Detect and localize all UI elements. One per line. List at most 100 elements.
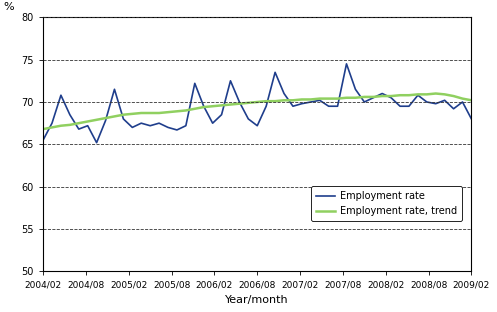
Employment rate, trend [84,119,90,123]
Employment rate, trend [210,104,216,108]
Employment rate [272,71,278,74]
Employment rate, trend [317,97,323,100]
Line: Employment rate: Employment rate [43,64,472,143]
Employment rate [308,100,314,104]
Employment rate [165,125,171,129]
Employment rate, trend [406,93,412,97]
Employment rate [370,96,376,100]
Employment rate [451,107,457,111]
Employment rate [201,104,207,108]
Employment rate [183,124,189,128]
Employment rate, trend [201,105,207,109]
Employment rate [147,124,153,128]
Employment rate, trend [246,101,251,105]
Employment rate, trend [379,94,385,98]
Employment rate [299,102,305,105]
Employment rate, trend [263,99,269,103]
Employment rate, trend [326,97,331,100]
Employment rate [388,96,394,100]
Employment rate [93,141,99,144]
Employment rate [379,92,385,95]
Employment rate [174,128,180,132]
Employment rate, trend [183,109,189,112]
Employment rate, trend [388,94,394,98]
Employment rate [84,124,90,128]
Employment rate, trend [415,92,421,96]
Employment rate [281,92,287,95]
Employment rate, trend [111,115,117,118]
Employment rate [210,121,216,125]
Employment rate, trend [254,100,260,104]
Employment rate, trend [120,113,126,117]
Employment rate [138,121,144,125]
Employment rate [397,104,403,108]
Employment rate, trend [334,97,340,100]
Employment rate, trend [165,110,171,114]
Employment rate, trend [370,95,376,99]
Employment rate, trend [40,127,46,131]
Y-axis label: %: % [3,2,14,12]
Employment rate, trend [102,116,108,120]
Employment rate [263,104,269,108]
Employment rate [67,113,73,117]
Employment rate [343,62,349,66]
Employment rate, trend [129,112,135,116]
Employment rate [290,104,296,108]
Employment rate, trend [156,111,162,115]
Employment rate [442,98,448,102]
Employment rate [228,79,234,83]
Employment rate [129,125,135,129]
Employment rate, trend [58,124,64,128]
Employment rate [76,127,82,131]
X-axis label: Year/month: Year/month [226,295,289,305]
Employment rate [246,117,251,121]
Legend: Employment rate, Employment rate, trend: Employment rate, Employment rate, trend [311,186,462,221]
Employment rate, trend [433,92,439,95]
Employment rate, trend [352,96,358,100]
Employment rate, trend [469,98,475,102]
Employment rate [219,113,225,117]
Employment rate [415,93,421,97]
Employment rate, trend [290,98,296,102]
Employment rate, trend [299,98,305,101]
Line: Employment rate, trend: Employment rate, trend [43,94,472,129]
Employment rate [40,138,46,142]
Employment rate [406,104,412,108]
Employment rate, trend [138,111,144,115]
Employment rate [111,87,117,91]
Employment rate, trend [192,107,198,111]
Employment rate, trend [460,97,466,100]
Employment rate, trend [49,125,55,129]
Employment rate, trend [397,93,403,97]
Employment rate, trend [219,104,225,107]
Employment rate [237,100,243,104]
Employment rate, trend [93,118,99,122]
Employment rate, trend [76,121,82,125]
Employment rate [352,87,358,91]
Employment rate, trend [361,95,367,99]
Employment rate [361,100,367,104]
Employment rate [317,98,323,102]
Employment rate [156,121,162,125]
Employment rate, trend [343,96,349,100]
Employment rate [433,102,439,105]
Employment rate, trend [308,98,314,101]
Employment rate, trend [451,94,457,98]
Employment rate, trend [272,99,278,103]
Employment rate [49,121,55,125]
Employment rate [254,124,260,128]
Employment rate [424,100,430,104]
Employment rate [192,81,198,85]
Employment rate [460,100,466,104]
Employment rate [102,119,108,123]
Employment rate [469,117,475,121]
Employment rate, trend [67,123,73,127]
Employment rate, trend [424,92,430,96]
Employment rate, trend [147,111,153,115]
Employment rate [326,104,331,108]
Employment rate, trend [442,92,448,96]
Employment rate [120,117,126,121]
Employment rate, trend [228,103,234,106]
Employment rate, trend [174,110,180,113]
Employment rate [58,93,64,97]
